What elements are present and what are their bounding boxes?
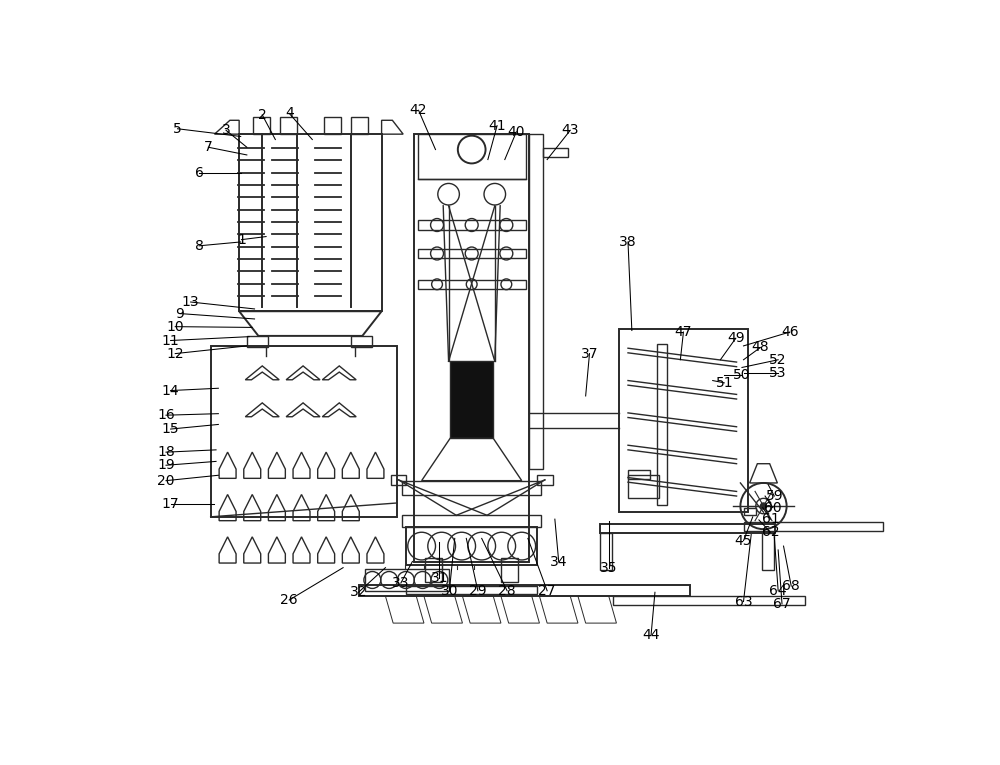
Text: 12: 12 — [166, 347, 184, 360]
Bar — [414, 134, 529, 562]
Bar — [418, 220, 526, 230]
Text: 17: 17 — [162, 496, 179, 511]
Bar — [406, 586, 537, 594]
Text: 5: 5 — [173, 122, 182, 135]
Text: 28: 28 — [498, 584, 516, 597]
Text: 63: 63 — [735, 594, 752, 608]
Bar — [744, 509, 756, 515]
Bar — [365, 569, 449, 591]
Text: 41: 41 — [488, 119, 506, 132]
Bar — [418, 134, 526, 179]
Text: 37: 37 — [581, 347, 598, 360]
Text: 53: 53 — [769, 366, 787, 380]
Bar — [744, 522, 883, 532]
Bar — [600, 524, 775, 533]
Text: 68: 68 — [782, 579, 800, 593]
Bar — [600, 533, 612, 570]
Bar — [529, 134, 543, 469]
Text: 45: 45 — [735, 534, 752, 548]
Bar — [657, 344, 667, 505]
Text: 16: 16 — [157, 409, 175, 422]
Text: 18: 18 — [157, 445, 175, 459]
Text: 61: 61 — [762, 512, 779, 526]
Bar — [402, 480, 541, 494]
Text: 19: 19 — [157, 458, 175, 472]
Text: 47: 47 — [675, 325, 692, 339]
Text: 8: 8 — [195, 239, 204, 252]
Text: 9: 9 — [175, 307, 184, 321]
Text: 32: 32 — [350, 585, 367, 599]
Text: 38: 38 — [619, 235, 637, 249]
Bar — [324, 117, 341, 134]
Bar — [402, 516, 541, 527]
Text: 43: 43 — [562, 123, 579, 137]
Text: 20: 20 — [157, 474, 175, 487]
Bar — [628, 470, 650, 479]
Bar — [211, 346, 397, 517]
Text: 51: 51 — [715, 376, 733, 390]
Text: 13: 13 — [182, 295, 199, 309]
Text: 15: 15 — [162, 422, 179, 436]
Bar — [391, 475, 406, 484]
Bar — [418, 249, 526, 258]
Bar — [239, 134, 382, 311]
Text: 34: 34 — [550, 555, 567, 568]
Bar — [351, 117, 368, 134]
Text: 14: 14 — [162, 383, 179, 398]
Text: 1: 1 — [237, 233, 246, 246]
Text: 60: 60 — [764, 500, 782, 515]
Text: 4: 4 — [285, 106, 294, 120]
Text: 11: 11 — [162, 334, 179, 347]
Text: 59: 59 — [765, 489, 783, 503]
Text: 52: 52 — [769, 353, 787, 366]
Text: 31: 31 — [431, 571, 448, 585]
Text: 3: 3 — [222, 123, 230, 137]
Text: 10: 10 — [166, 320, 184, 334]
Bar — [418, 280, 526, 289]
Text: 29: 29 — [469, 584, 487, 597]
Text: 64: 64 — [769, 584, 787, 597]
Text: 26: 26 — [280, 593, 298, 607]
Bar — [253, 117, 270, 134]
Bar — [351, 336, 372, 347]
Text: 40: 40 — [508, 125, 525, 138]
Text: 67: 67 — [773, 597, 791, 610]
Text: 7: 7 — [204, 140, 213, 155]
Text: 46: 46 — [781, 325, 799, 339]
Text: 33: 33 — [392, 576, 410, 590]
Bar — [613, 596, 805, 605]
Bar — [628, 475, 659, 498]
Text: 6: 6 — [195, 166, 204, 180]
Bar — [406, 527, 537, 565]
Bar — [450, 361, 493, 438]
Bar — [358, 584, 690, 596]
Text: 2: 2 — [258, 108, 267, 122]
Text: 62: 62 — [762, 526, 779, 539]
Text: 35: 35 — [600, 561, 618, 575]
Bar — [425, 558, 442, 582]
Text: 30: 30 — [441, 584, 458, 597]
Text: 48: 48 — [752, 340, 769, 354]
Text: 27: 27 — [538, 584, 556, 597]
Bar — [280, 117, 297, 134]
Circle shape — [760, 503, 767, 509]
Text: 42: 42 — [410, 103, 427, 117]
Text: 50: 50 — [733, 368, 751, 382]
Bar — [501, 558, 518, 582]
Bar — [619, 329, 748, 513]
Text: 49: 49 — [727, 331, 745, 345]
Bar — [247, 336, 268, 347]
Bar — [537, 475, 553, 484]
Text: 44: 44 — [642, 627, 660, 642]
Bar — [762, 533, 774, 570]
